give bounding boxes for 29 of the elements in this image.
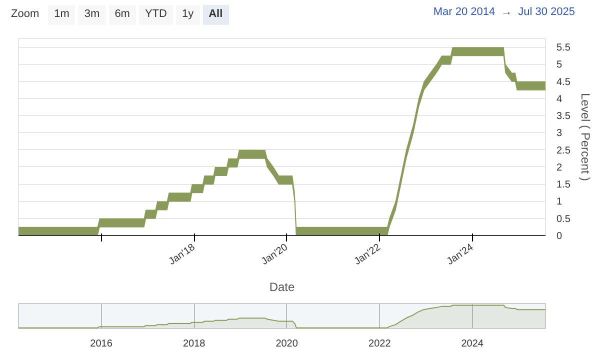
- y-tick-label: 0.5: [556, 214, 571, 225]
- x-tick-label: 2018: [183, 338, 206, 350]
- text: 6m: [108, 5, 136, 25]
- text: YTD: [138, 5, 173, 25]
- y-tick-label: 2: [556, 162, 562, 174]
- text: Jul 30 2025: [518, 6, 575, 18]
- x-tick-label: 2016: [90, 338, 113, 350]
- x-tick-label: 2020: [276, 338, 298, 350]
- y-tick-label: 5: [556, 60, 562, 71]
- text: 1y: [176, 5, 200, 25]
- y-tick-label: 3.5: [556, 111, 571, 122]
- y-tick-label: 5.5: [556, 42, 571, 54]
- y-tick-label: 1: [556, 196, 562, 208]
- y-tick-label: 3: [556, 128, 562, 140]
- y-tick-label: 2.5: [556, 145, 571, 156]
- y-tick-label: 4: [556, 94, 562, 105]
- y-axis-title: Level ( Percent ): [578, 92, 592, 182]
- text: Mar 20 2014: [433, 6, 496, 18]
- x-axis-title: Date: [269, 280, 295, 294]
- text: 3m: [78, 5, 106, 25]
- x-tick-label: 2024: [461, 338, 484, 350]
- x-tick-label: 2022: [368, 338, 392, 350]
- y-tick-label: 4.5: [556, 76, 571, 88]
- text: All: [202, 5, 229, 25]
- y-tick-label: 1.5: [556, 180, 571, 191]
- y-tick-label: 0: [556, 231, 562, 242]
- text: Zoom: [10, 7, 40, 22]
- text: 1m: [48, 5, 76, 25]
- text: →: [501, 6, 512, 18]
